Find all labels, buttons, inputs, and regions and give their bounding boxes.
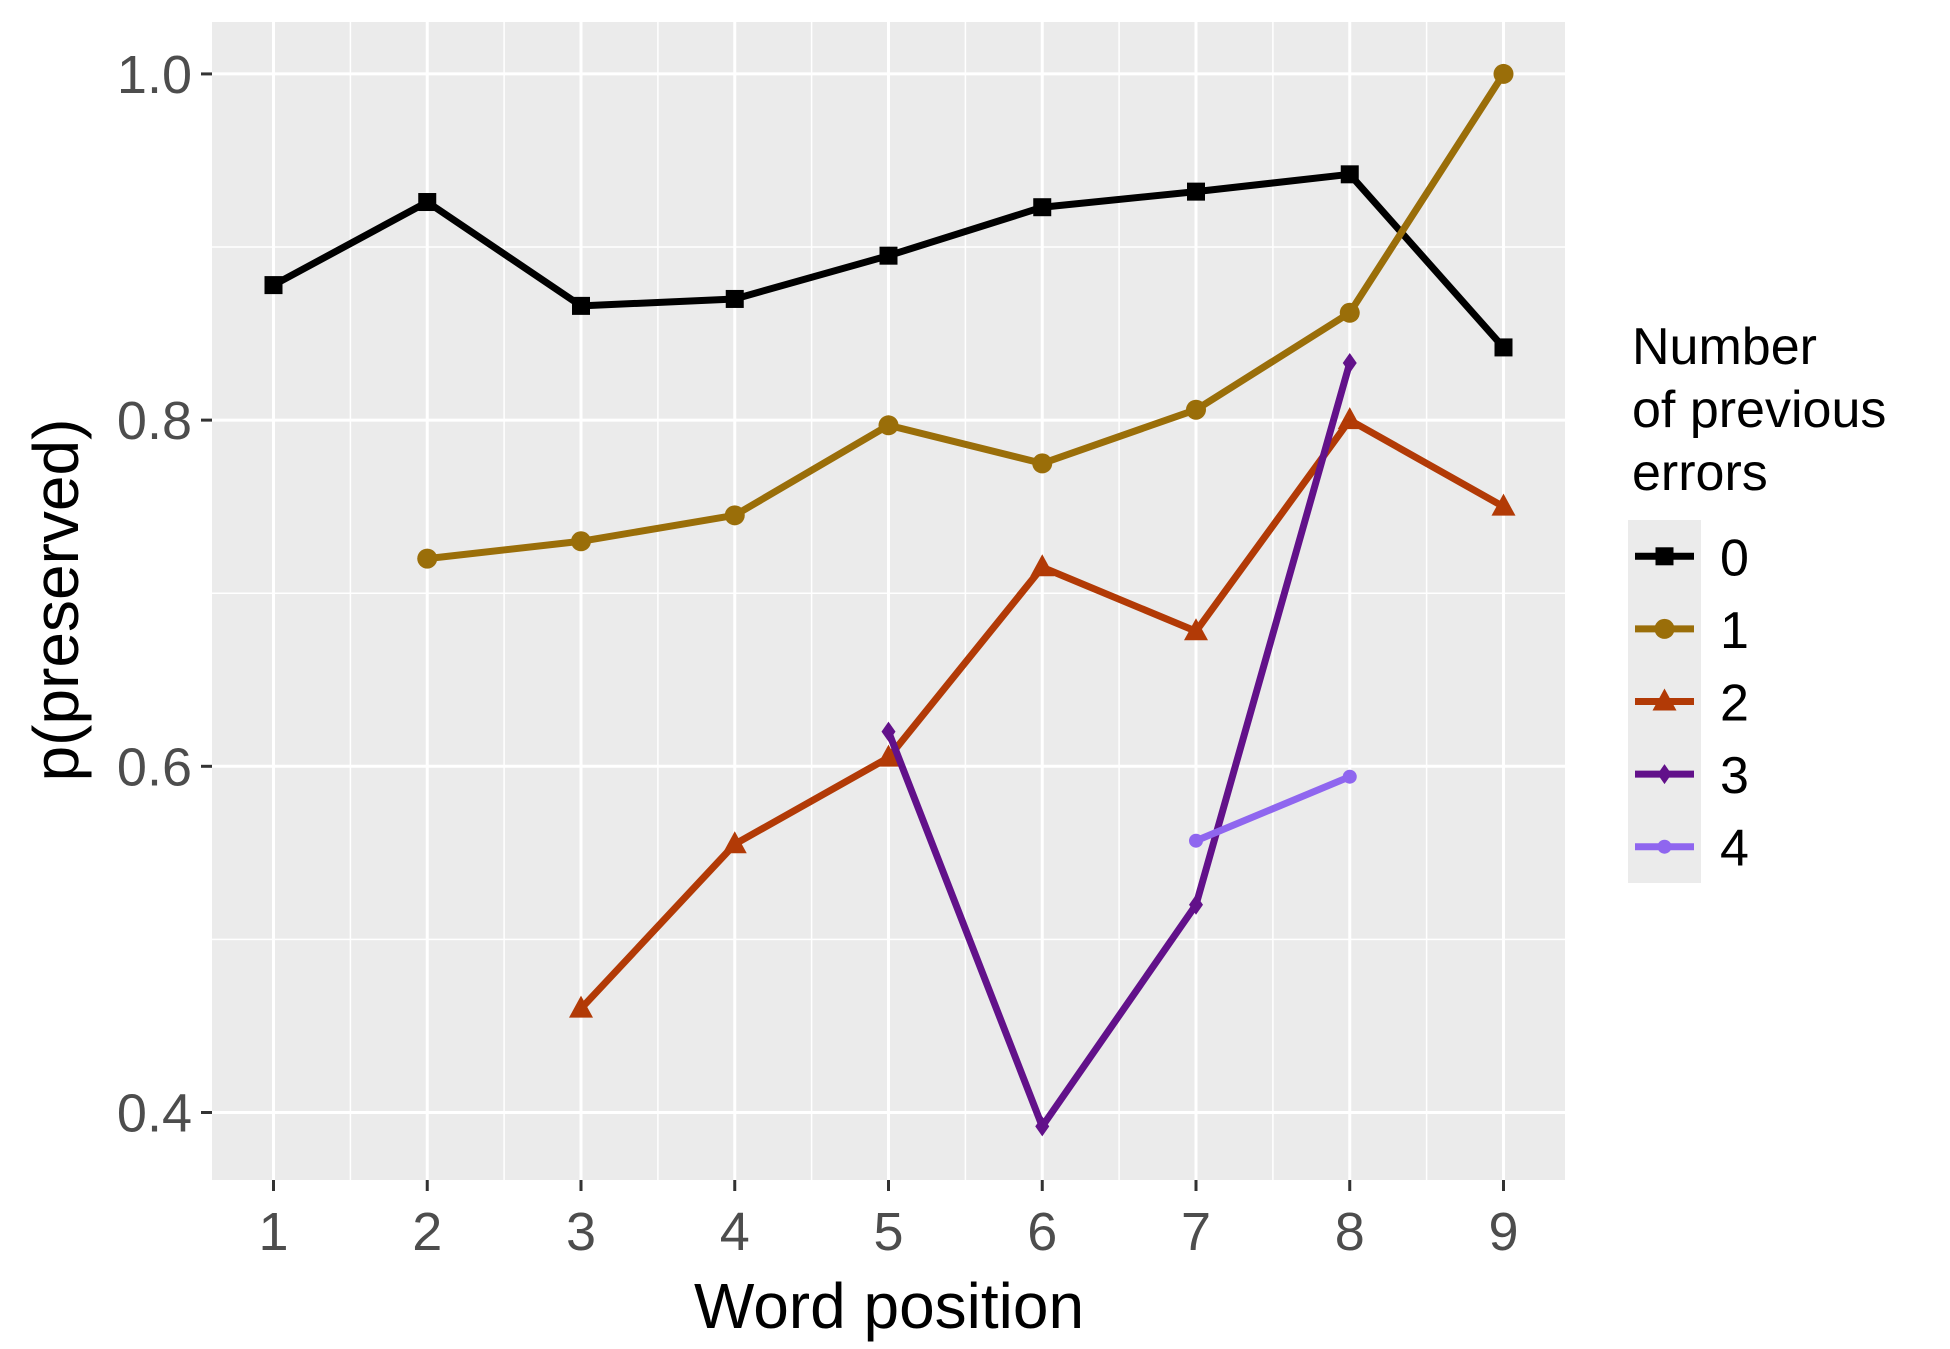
data-point-2 [876, 744, 901, 767]
series-4 [1189, 769, 1357, 848]
data-point-2 [1491, 493, 1516, 516]
x-axis-title: Word position [694, 1270, 1084, 1342]
legend-title-line-3: errors [1632, 444, 1768, 502]
legend-key-marker [1657, 839, 1672, 854]
x-tick-label: 7 [1181, 1202, 1211, 1262]
legend-label: 1 [1720, 602, 1749, 660]
data-point-0 [879, 246, 898, 265]
data-point-3 [881, 721, 896, 742]
data-point-0 [1033, 198, 1052, 217]
series-line-3 [885, 362, 1354, 1130]
data-point-0 [1187, 182, 1205, 201]
axis-ticks [201, 72, 1505, 1191]
legend-item-0: 0 [1635, 529, 1749, 587]
legend-title-line-1: Number [1632, 318, 1817, 376]
series-1 [417, 63, 1514, 569]
x-tick-label: 2 [412, 1202, 442, 1262]
legend-item-2: 2 [1635, 675, 1749, 733]
data-point-0 [572, 296, 590, 315]
series-layer [264, 63, 1516, 1137]
data-point-1 [1339, 302, 1360, 323]
data-point-0 [1494, 338, 1513, 357]
legend-item-1: 1 [1635, 602, 1749, 660]
series-line-1 [426, 72, 1507, 563]
data-point-1 [1493, 63, 1514, 84]
x-tick-label: 8 [1335, 1202, 1365, 1262]
x-tick-labels: 1 2 3 4 5 6 7 8 9 [258, 1202, 1518, 1262]
data-point-1 [878, 415, 899, 436]
data-point-2 [1337, 407, 1362, 430]
x-tick-label: 4 [720, 1202, 750, 1262]
series-0 [264, 165, 1513, 357]
series-3 [881, 352, 1357, 1137]
y-tick-label: 1.0 [117, 45, 192, 105]
legend-items: 0 1 2 3 4 [1635, 529, 1749, 878]
x-tick-label: 3 [566, 1202, 596, 1262]
data-point-0 [418, 193, 437, 212]
legend-key-marker [1654, 618, 1675, 639]
data-point-0 [264, 276, 283, 295]
data-point-3 [1189, 894, 1203, 915]
x-tick-label: 1 [258, 1202, 288, 1262]
y-tick-label: 0.8 [117, 391, 192, 451]
data-point-1 [1032, 453, 1053, 474]
legend-key-marker [1652, 688, 1677, 711]
data-point-3 [1342, 352, 1357, 373]
x-tick-label: 6 [1027, 1202, 1057, 1262]
y-tick-label: 0.6 [117, 737, 192, 797]
data-point-0 [725, 289, 744, 308]
data-point-2 [569, 995, 593, 1018]
data-point-0 [1340, 165, 1359, 184]
x-tick-label: 9 [1488, 1202, 1518, 1262]
legend-item-4: 4 [1635, 820, 1749, 878]
data-point-3 [1035, 1116, 1050, 1137]
series-2 [569, 407, 1516, 1018]
x-tick-label: 5 [873, 1202, 903, 1262]
legend-label: 3 [1720, 747, 1749, 805]
data-point-1 [417, 548, 438, 569]
legend-key-marker [1657, 764, 1672, 785]
data-point-2 [722, 831, 747, 854]
y-tick-labels: 0.4 0.6 0.8 1.0 [117, 45, 192, 1144]
legend-label: 0 [1720, 529, 1749, 587]
y-axis-title: p(preserved) [20, 419, 92, 782]
legend-key-marker [1655, 547, 1674, 566]
y-tick-label: 0.4 [117, 1083, 192, 1143]
legend-label: 4 [1720, 820, 1749, 878]
legend-item-3: 3 [1635, 747, 1749, 805]
data-point-1 [1186, 399, 1206, 420]
legend: Number of previous errors 0 1 2 3 4 [1628, 318, 1886, 883]
data-point-4 [1342, 769, 1357, 784]
legend-label: 2 [1720, 675, 1749, 733]
data-point-1 [724, 505, 745, 526]
data-point-4 [1189, 833, 1203, 848]
legend-title-line-2: of previous [1632, 381, 1886, 439]
data-point-1 [571, 531, 591, 552]
data-point-2 [1184, 618, 1208, 641]
data-point-2 [1030, 554, 1055, 577]
series-line-4 [1194, 773, 1352, 844]
